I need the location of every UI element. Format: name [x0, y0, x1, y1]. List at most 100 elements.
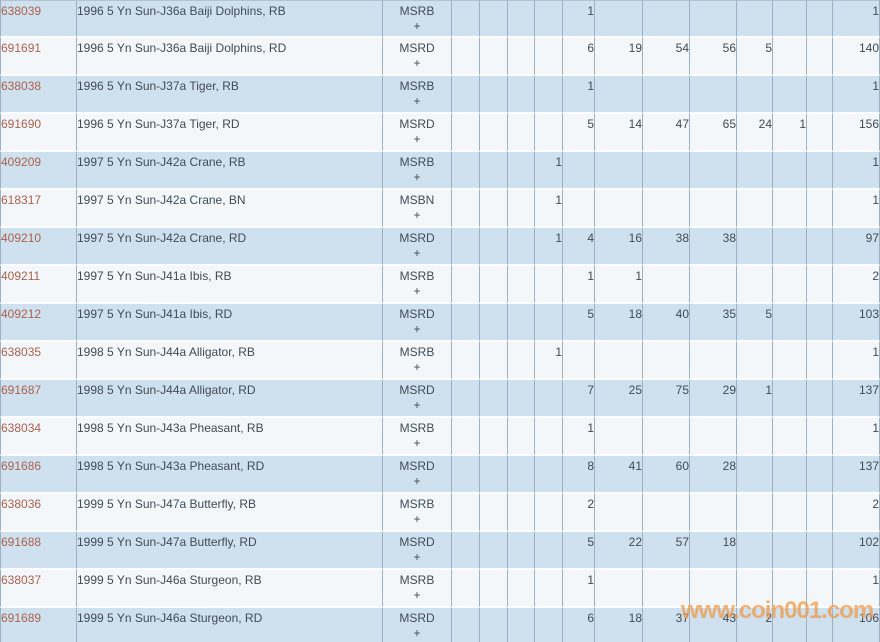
grade-count-cell-4 [535, 570, 563, 608]
grade-count-cell-10 [773, 266, 807, 304]
grade-plus-label: + [413, 398, 421, 412]
table-row: 409209 1997 5 Yn Sun-J42a Crane, RB MSRB… [0, 152, 880, 190]
grade-count-cell-9 [737, 152, 773, 190]
grade-label: MSRB [399, 269, 435, 283]
grade-count-cell-1 [452, 342, 480, 380]
total-count-cell: 106 [833, 608, 880, 642]
total-count-cell: 2 [833, 266, 880, 304]
grade-count-cell-8: 65 [690, 114, 737, 152]
coin-id-link[interactable]: 409211 [1, 269, 41, 283]
grade-count-cell-6: 1 [595, 266, 643, 304]
grade-count-cell-1 [452, 418, 480, 456]
grade-count-cell-2 [480, 380, 508, 418]
grade-count-cell-3 [508, 608, 535, 642]
coin-id-link[interactable]: 638037 [1, 573, 42, 587]
coin-id-link[interactable]: 409210 [1, 231, 42, 245]
grade-count-cell-3 [508, 76, 535, 114]
coin-id-link[interactable]: 638039 [1, 4, 42, 18]
coin-id-link[interactable]: 638035 [1, 345, 42, 359]
grade-count-cell-1 [452, 0, 480, 38]
grade-count-cell-2 [480, 76, 508, 114]
total-count-cell: 1 [833, 0, 880, 38]
total-count-cell: 140 [833, 38, 880, 76]
grade-count-cell-9 [737, 0, 773, 38]
coin-id-link[interactable]: 618317 [1, 193, 42, 207]
coin-id-link[interactable]: 691690 [1, 117, 42, 131]
coin-id-link[interactable]: 409212 [1, 307, 42, 321]
grade-cell: MSRD + [383, 38, 452, 76]
grade-count-cell-2 [480, 532, 508, 570]
coin-id-link[interactable]: 691687 [1, 383, 42, 397]
grade-count-cell-2 [480, 304, 508, 342]
grade-cell: MSRB + [383, 418, 452, 456]
grade-count-cell-5: 5 [563, 114, 595, 152]
coin-id-link[interactable]: 691686 [1, 459, 42, 473]
grade-plus-label: + [413, 512, 421, 526]
coin-description-cell: 1997 5 Yn Sun-J42a Crane, RB [77, 152, 383, 190]
coin-id-cell: 409210 [0, 228, 77, 266]
grade-count-cell-6 [595, 494, 643, 532]
grade-count-cell-8: 29 [690, 380, 737, 418]
coin-id-cell: 618317 [0, 190, 77, 228]
grade-count-cell-3 [508, 342, 535, 380]
grade-count-cell-3 [508, 0, 535, 38]
grade-count-cell-2 [480, 114, 508, 152]
coin-id-cell: 638035 [0, 342, 77, 380]
grade-plus-label: + [413, 94, 421, 108]
table-row: 638036 1999 5 Yn Sun-J47a Butterfly, RB … [0, 494, 880, 532]
grade-count-cell-11 [807, 494, 833, 532]
coin-id-cell: 638034 [0, 418, 77, 456]
grade-cell: MSRD + [383, 456, 452, 494]
coin-id-link[interactable]: 638034 [1, 421, 42, 435]
grade-count-cell-7 [643, 0, 690, 38]
table-row: 691686 1998 5 Yn Sun-J43a Pheasant, RD M… [0, 456, 880, 494]
coin-id-link[interactable]: 638038 [1, 79, 42, 93]
grade-count-cell-6 [595, 342, 643, 380]
grade-count-cell-8 [690, 76, 737, 114]
grade-count-cell-7: 37 [643, 608, 690, 642]
grade-count-cell-9: 5 [737, 38, 773, 76]
coin-id-link[interactable]: 638036 [1, 497, 42, 511]
grade-count-cell-8 [690, 152, 737, 190]
total-count-cell: 1 [833, 570, 880, 608]
grade-count-cell-7: 40 [643, 304, 690, 342]
grade-count-cell-3 [508, 570, 535, 608]
grade-count-cell-11 [807, 608, 833, 642]
grade-count-cell-1 [452, 532, 480, 570]
grade-count-cell-10 [773, 342, 807, 380]
grade-plus-label: + [413, 474, 421, 488]
grade-label: MSRD [399, 459, 435, 473]
grade-count-cell-8 [690, 418, 737, 456]
grade-count-cell-6: 16 [595, 228, 643, 266]
coin-id-link[interactable]: 691691 [1, 41, 42, 55]
grade-count-cell-6: 18 [595, 304, 643, 342]
grade-label: MSRD [399, 117, 435, 131]
grade-count-cell-4 [535, 0, 563, 38]
grade-count-cell-5: 7 [563, 380, 595, 418]
coin-id-link[interactable]: 409209 [1, 155, 42, 169]
grade-count-cell-5: 1 [563, 418, 595, 456]
coin-id-link[interactable]: 691688 [1, 535, 42, 549]
grade-count-cell-8: 18 [690, 532, 737, 570]
coin-id-link[interactable]: 691689 [1, 611, 42, 625]
coin-description-cell: 1996 5 Yn Sun-J37a Tiger, RD [77, 114, 383, 152]
grade-count-cell-1 [452, 304, 480, 342]
coin-description-cell: 1998 5 Yn Sun-J44a Alligator, RD [77, 380, 383, 418]
grade-count-cell-7: 57 [643, 532, 690, 570]
grade-label: MSRB [399, 79, 435, 93]
grade-count-cell-3 [508, 494, 535, 532]
grade-count-cell-9 [737, 342, 773, 380]
grade-count-cell-1 [452, 494, 480, 532]
grade-count-cell-6 [595, 190, 643, 228]
grade-count-cell-5: 2 [563, 494, 595, 532]
grade-count-cell-4 [535, 608, 563, 642]
grade-count-cell-7: 47 [643, 114, 690, 152]
grade-count-cell-3 [508, 418, 535, 456]
grade-plus-label: + [413, 170, 421, 184]
coin-id-cell: 691691 [0, 38, 77, 76]
grade-count-cell-8 [690, 494, 737, 532]
grade-cell: MSRD + [383, 532, 452, 570]
grade-count-cell-10 [773, 304, 807, 342]
